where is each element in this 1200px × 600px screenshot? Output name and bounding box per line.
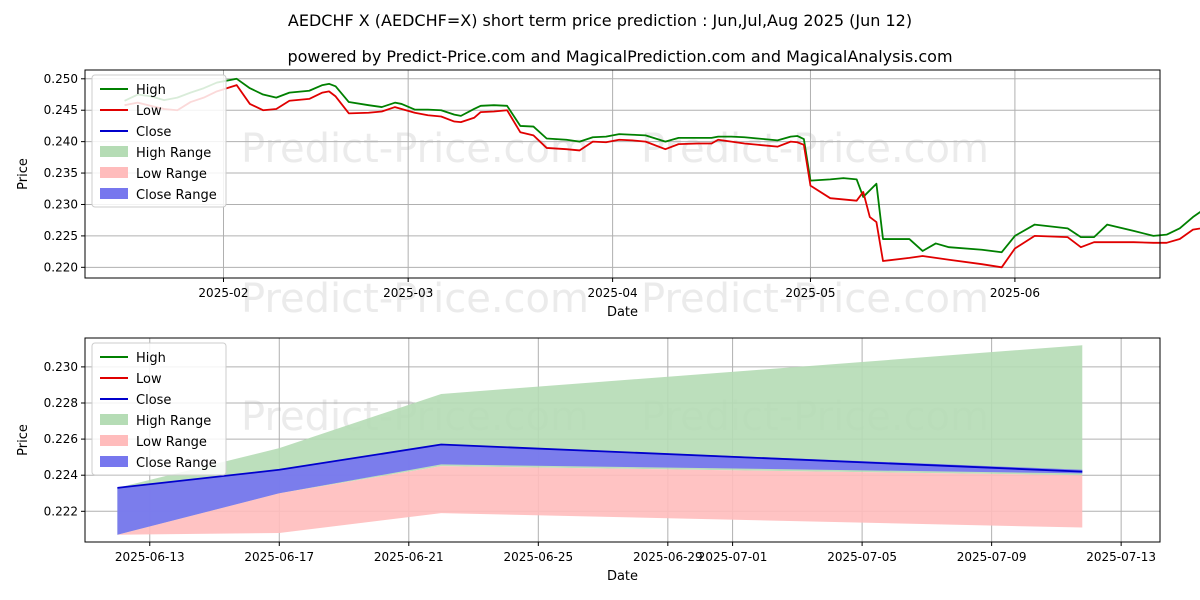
bottom-legend-low-label: Low (136, 372, 162, 387)
top-y-axis-label: Price (16, 158, 31, 190)
top-legend-close-range-label: Close Range (136, 188, 217, 203)
top-y-tick-label: 0.225 (44, 229, 78, 243)
bottom-low-range-area (117, 466, 1083, 535)
top-y-tick-label: 0.220 (44, 260, 78, 274)
top-x-axis-label: Date (607, 305, 638, 320)
top-legend-close-range-swatch (100, 188, 128, 199)
top-x-tick-label: 2025-03 (383, 286, 433, 300)
bottom-x-tick-label: 2025-06-21 (374, 550, 444, 564)
top-y-tick-label: 0.250 (44, 72, 78, 86)
top-legend-high-label: High (136, 83, 166, 98)
top-watermark-lower-right: Predict-Price.com (641, 276, 989, 322)
top-x-tick-label: 2025-05 (785, 286, 835, 300)
bottom-y-tick-label: 0.222 (44, 504, 78, 518)
top-x-tick-label: 2025-02 (198, 286, 248, 300)
bottom-close-line (117, 443, 1083, 489)
bottom-legend-high-range-label: High Range (136, 414, 211, 429)
bottom-legend-low-range-swatch (100, 435, 128, 446)
chart-subtitle: powered by Predict-Price.com and Magical… (287, 47, 952, 66)
top-watermark-right: Predict-Price.com (641, 126, 989, 172)
bottom-axes-frame (84, 337, 1161, 543)
bottom-y-axis-label: Price (16, 424, 31, 456)
bottom-x-tick-label: 2025-07-13 (1086, 550, 1156, 564)
bottom-x-tick-label: 2025-07-05 (827, 550, 897, 564)
top-legend-high-range-label: High Range (136, 146, 211, 161)
bottom-x-axis-label: Date (607, 569, 638, 584)
top-watermark-lower-left: Predict-Price.com (241, 276, 589, 322)
bottom-legend-low-range-label: Low Range (136, 435, 207, 450)
bottom-x-tick-label: 2025-07-01 (698, 550, 768, 564)
top-y-tick-label: 0.235 (44, 166, 78, 180)
bottom-panel: Predict-Price.comPredict-Price.com2025-0… (16, 337, 1161, 584)
bottom-legend-high-label: High (136, 351, 166, 366)
top-legend-close-label: Close (136, 125, 171, 140)
top-x-tick-label: 2025-06 (990, 286, 1040, 300)
bottom-x-tick-label: 2025-07-09 (957, 550, 1027, 564)
top-legend-low-range-label: Low Range (136, 167, 207, 182)
bottom-x-tick-label: 2025-06-13 (115, 550, 185, 564)
bottom-legend-close-label: Close (136, 393, 171, 408)
top-legend-low-range-swatch (100, 167, 128, 178)
top-y-tick-label: 0.240 (44, 135, 78, 149)
bottom-x-tick-label: 2025-06-17 (244, 550, 314, 564)
bottom-x-tick-label: 2025-06-25 (503, 550, 573, 564)
top-legend-high-range-swatch (100, 146, 128, 157)
bottom-close-range-area (117, 444, 1083, 535)
bottom-y-tick-label: 0.228 (44, 396, 78, 410)
bottom-y-tick-label: 0.224 (44, 468, 78, 482)
top-y-tick-label: 0.230 (44, 197, 78, 211)
chart-title: AEDCHF X (AEDCHF=X) short term price pre… (288, 11, 912, 30)
top-watermark-left: Predict-Price.com (241, 126, 589, 172)
top-panel: Predict-Price.com Predict-Price.com Predic… (16, 69, 1200, 322)
top-axes-frame (84, 69, 1161, 279)
bottom-legend-close-range-label: Close Range (136, 456, 217, 471)
bottom-y-tick-label: 0.230 (44, 360, 78, 374)
top-x-tick-label: 2025-04 (588, 286, 638, 300)
bottom-legend-high-range-swatch (100, 414, 128, 425)
bottom-y-tick-label: 0.226 (44, 432, 78, 446)
bottom-high-range-area (117, 345, 1083, 535)
top-high-line (124, 77, 1200, 254)
bottom-x-tick-label: 2025-06-29 (633, 550, 703, 564)
top-y-tick-label: 0.245 (44, 103, 78, 117)
bottom-legend-close-range-swatch (100, 456, 128, 467)
top-low-line (124, 84, 1200, 269)
top-legend-low-label: Low (136, 104, 162, 119)
